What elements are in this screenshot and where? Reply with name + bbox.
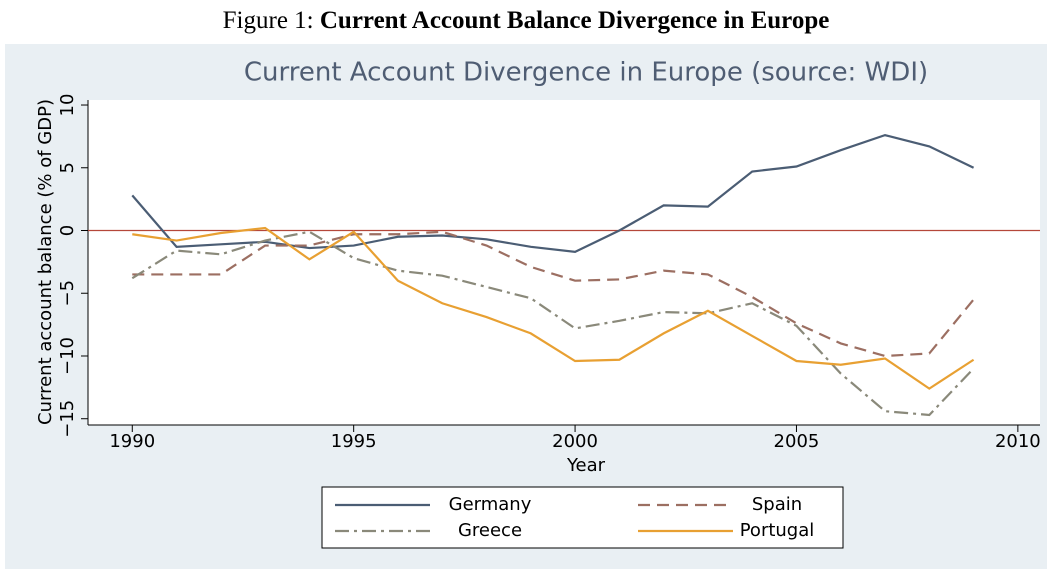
x-tick-label: 1990: [109, 431, 155, 452]
caption-text: Current Account Balance Divergence in Eu…: [320, 7, 829, 34]
y-tick-label: −15: [57, 400, 78, 438]
series-line: [131, 230, 975, 417]
figure-caption: Figure 1: Current Account Balance Diverg…: [223, 7, 830, 34]
caption-label: Figure 1:: [223, 7, 314, 34]
x-tick-label: 2000: [552, 431, 598, 452]
series-line: [132, 226, 975, 390]
plot-area: [88, 100, 1040, 425]
series-line: [132, 230, 975, 358]
y-tick-label: 5: [57, 162, 78, 173]
y-tick-label: −5: [57, 280, 78, 307]
legend: [321, 486, 844, 549]
x-tick-label: 2005: [774, 431, 820, 452]
y-axis-title: Current account balance (% of GDP): [35, 99, 56, 425]
series-line: [131, 133, 975, 253]
chart-title: Current Account Divergence in Europe (so…: [244, 58, 928, 88]
legend-label: Greece: [458, 520, 522, 541]
legend-label: Portugal: [740, 520, 815, 541]
x-tick-label: 1995: [331, 431, 377, 452]
legend-label: Germany: [449, 494, 532, 515]
x-axis-title: Year: [566, 455, 606, 476]
y-tick-label: 0: [57, 225, 78, 236]
y-tick-label: 10: [57, 94, 78, 117]
x-tick-label: 2010: [995, 431, 1041, 452]
legend-label: Spain: [752, 494, 802, 515]
y-tick-label: −10: [57, 337, 78, 375]
